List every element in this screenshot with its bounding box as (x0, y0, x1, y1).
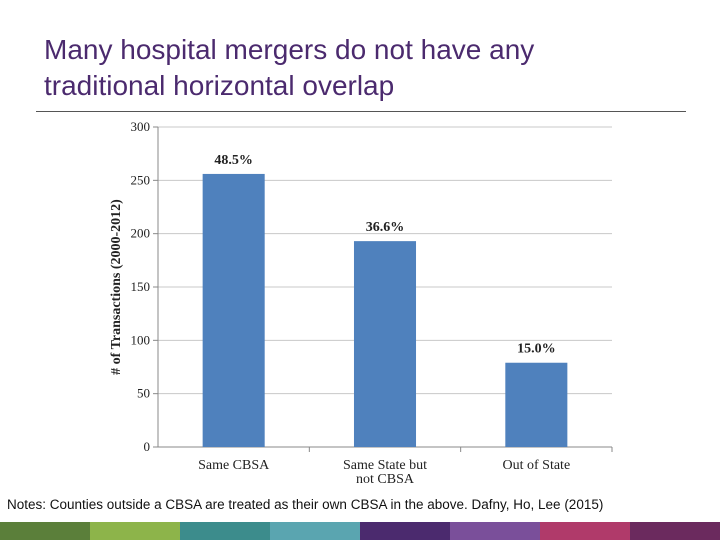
slide-title: Many hospital mergers do not have any tr… (44, 32, 684, 104)
y-tick-label: 300 (131, 119, 151, 134)
data-label: 15.0% (517, 342, 556, 357)
x-tick-label: Same State but (343, 458, 427, 473)
y-tick-label: 200 (131, 226, 151, 241)
footer-color-segment (360, 522, 450, 540)
bar (353, 241, 417, 447)
y-tick-label: 0 (144, 439, 151, 454)
footer-color-segment (450, 522, 540, 540)
data-label: 48.5% (214, 153, 253, 168)
footer-color-segment (270, 522, 360, 540)
footer-color-segment (90, 522, 180, 540)
bar (505, 362, 568, 447)
x-tick-label: Same CBSA (198, 458, 270, 473)
bar-chart: 0 50 100 150 200 250 300 # of Transactions (200… (109, 119, 613, 487)
footer-color-segment (540, 522, 630, 540)
chart-bars (202, 173, 568, 447)
x-tick-label: Out of State (503, 458, 571, 473)
footer-color-segment (630, 522, 720, 540)
title-divider (36, 111, 686, 112)
bar (202, 173, 265, 447)
y-tick-label: 150 (131, 279, 151, 294)
x-tick-label: not CBSA (356, 472, 415, 487)
slide-title-line-1: Many hospital mergers do not have any (44, 34, 535, 65)
notes-text: Notes: Counties outside a CBSA are treat… (7, 497, 604, 512)
slide-title-line-2: traditional horizontal overlap (44, 70, 395, 101)
footer-color-bar (0, 522, 720, 540)
y-axis-title: # of Transactions (2000-2012) (109, 199, 124, 375)
y-tick-label: 50 (137, 386, 150, 401)
y-tick-label: 100 (131, 332, 151, 347)
y-tick-label: 250 (131, 172, 151, 187)
footer-color-segment (0, 522, 90, 540)
footer-color-segment (180, 522, 270, 540)
data-label: 36.6% (366, 220, 405, 235)
